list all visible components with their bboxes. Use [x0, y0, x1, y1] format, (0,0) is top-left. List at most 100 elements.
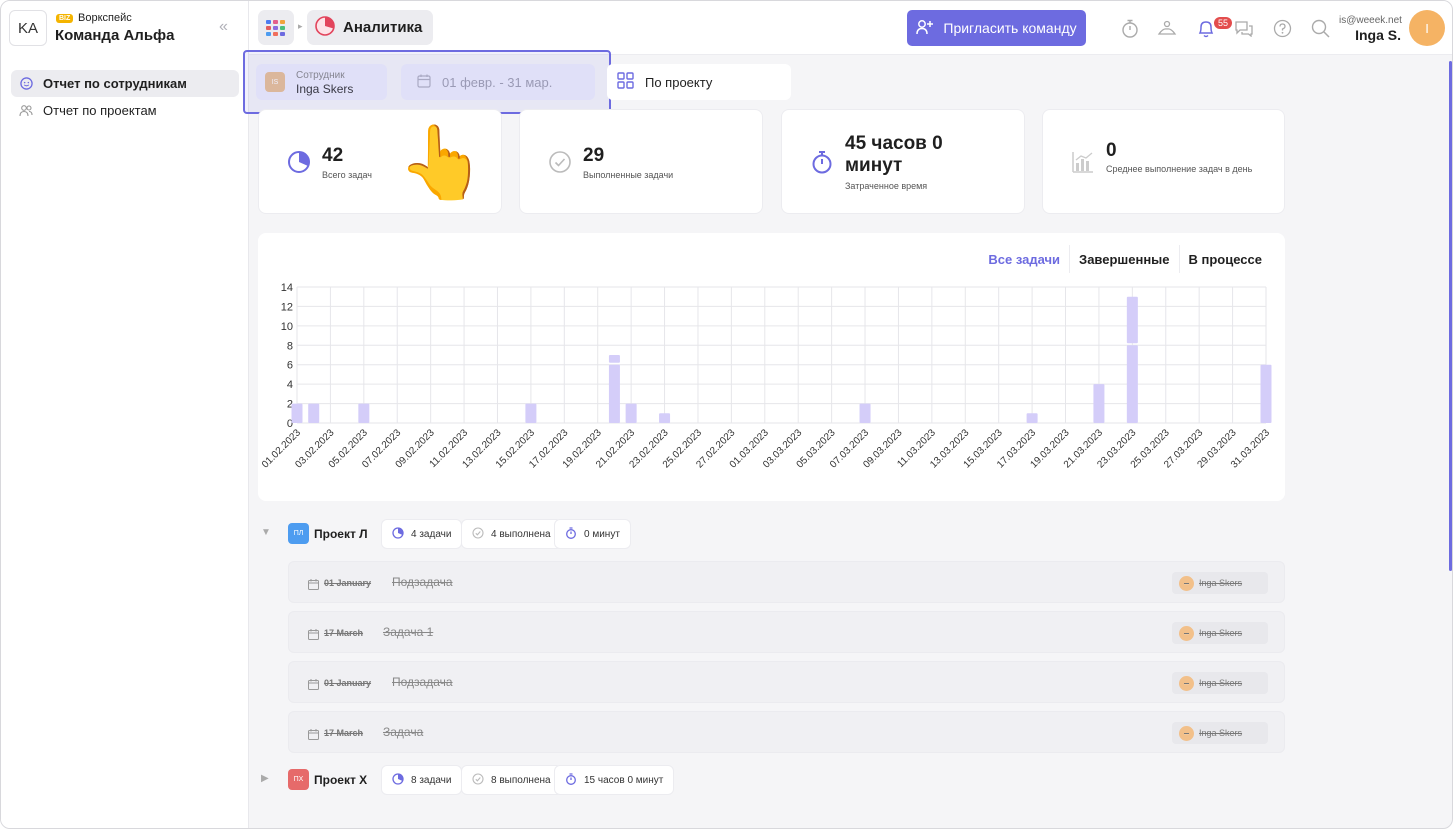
help-icon[interactable]	[1272, 18, 1292, 38]
project-name: Проект Х	[314, 773, 368, 787]
y-tick-label: 2	[287, 399, 293, 411]
project-done-count-label: 8 выполнена	[491, 774, 551, 786]
workspace-avatar: KA	[9, 10, 47, 46]
project-time-spent-label: 0 минут	[584, 528, 620, 540]
breadcrumb-analytics[interactable]: Аналитика	[307, 10, 434, 45]
employee-filter-label: Сотрудник	[296, 70, 345, 81]
sidebar-item-employee-report[interactable]: Отчет по сотрудникам	[11, 70, 239, 97]
search-icon[interactable]	[1310, 18, 1330, 38]
users-icon	[19, 104, 33, 118]
project-done-count: 8 выполнена	[461, 765, 562, 795]
chart-bar	[358, 403, 370, 423]
apps-grid-button[interactable]	[258, 10, 294, 45]
project-time-spent: 0 минут	[554, 519, 631, 549]
employee-filter-value: Inga Skers	[296, 82, 354, 96]
task-assignee[interactable]: – Inga Skers	[1172, 572, 1268, 594]
workspace-name: Команда Альфа	[55, 27, 175, 44]
stopwatch-icon	[810, 150, 834, 179]
calendar-icon	[308, 577, 319, 595]
meditation-icon[interactable]	[1157, 18, 1177, 38]
assignee-avatar-icon: –	[1179, 625, 1194, 641]
pointing-hand-icon: 👆	[397, 123, 487, 203]
task-title: Задача 1	[383, 625, 434, 639]
date-range-filter[interactable]: 01 февр. - 31 мар.	[401, 64, 595, 100]
calendar-icon	[308, 727, 319, 745]
calendar-icon	[308, 627, 319, 645]
stat-label: Всего задач	[322, 170, 372, 180]
task-due-date: 01 January	[324, 678, 372, 688]
y-tick-label: 14	[281, 282, 293, 294]
sidebar: KA BIZ Воркспейс Команда Альфа « Отчет п…	[1, 1, 249, 828]
chart-bar	[859, 403, 871, 423]
task-row[interactable]: 17 March Задача – Inga Skers	[288, 711, 1285, 753]
assignee-avatar-icon: –	[1179, 575, 1194, 591]
caret-down-icon[interactable]: ▼	[261, 527, 271, 538]
chart-bar	[1126, 296, 1138, 344]
task-row[interactable]: 17 March Задача 1 – Inga Skers	[288, 611, 1285, 653]
analytics-pie-icon	[315, 15, 335, 40]
notifications-count-badge: 55	[1214, 17, 1233, 29]
add-user-icon	[916, 19, 934, 38]
sidebar-item-label: Отчет по сотрудникам	[43, 76, 187, 91]
user-avatar[interactable]: I	[1409, 10, 1445, 46]
assignee-avatar-icon: –	[1179, 725, 1194, 741]
project-tasks-count-label: 4 задачи	[411, 528, 452, 540]
calendar-icon	[417, 74, 431, 91]
breadcrumb-separator-icon: ▸	[298, 21, 303, 31]
scrollbar[interactable]	[1449, 61, 1452, 571]
timer-icon[interactable]	[1120, 18, 1140, 38]
task-title: Подзадача	[392, 575, 453, 589]
user-name: Inga S.	[1355, 27, 1401, 43]
invite-team-button[interactable]: Пригласить команду	[907, 10, 1086, 46]
stat-value: 29	[583, 145, 605, 166]
workspace-type: Воркспейс	[78, 12, 132, 24]
group-by-project-toggle[interactable]: По проекту	[607, 64, 791, 100]
stat-card-time-spent: 45 часов 0 минут Затраченное время	[781, 109, 1025, 214]
stat-label: Среднее выполнение задач в день	[1106, 164, 1253, 174]
bell-icon[interactable]	[1196, 18, 1216, 38]
tab-all-tasks[interactable]: Все задачи	[988, 251, 1061, 267]
chart-bar	[625, 403, 637, 423]
project-done-count: 4 выполнена	[461, 519, 562, 549]
collapse-sidebar-icon[interactable]: «	[219, 18, 228, 35]
employee-filter[interactable]: IS Сотрудник Inga Skers	[256, 64, 387, 100]
assignee-name: Inga Skers	[1199, 728, 1243, 738]
page-title: Аналитика	[343, 19, 423, 36]
user-email: is@weeek.net	[1339, 15, 1402, 26]
project-header[interactable]: ▶ ПХ Проект Х 8 задачи 8 выполнена 15 часов 0…	[261, 765, 761, 795]
project-time-spent: 15 часов 0 минут	[554, 765, 675, 795]
pie-icon	[287, 150, 311, 179]
top-bar: ▸ Аналитика Пригласить команду 55	[249, 1, 1452, 55]
chart-bar	[608, 364, 620, 423]
workspace-plan-badge: BIZ	[56, 14, 74, 23]
y-tick-label: 4	[287, 379, 293, 391]
project-avatar: ПЛ	[288, 523, 309, 544]
project-header[interactable]: ▼ ПЛ Проект Л 4 задачи 4 выполнена 0 минут	[261, 519, 761, 549]
check-circle-icon	[472, 526, 484, 542]
filter-highlight	[243, 50, 611, 114]
project-tasks-count: 8 задачи	[381, 765, 463, 795]
tab-in-progress[interactable]: В процессе	[1178, 245, 1271, 273]
task-assignee[interactable]: – Inga Skers	[1172, 622, 1268, 644]
project-avatar: ПХ	[288, 769, 309, 790]
sidebar-item-label: Отчет по проектам	[43, 103, 157, 118]
caret-right-icon[interactable]: ▶	[261, 773, 269, 784]
stat-value: 42	[322, 145, 344, 166]
task-row[interactable]: 01 January Подзадача – Inga Skers	[288, 561, 1285, 603]
invite-team-label: Пригласить команду	[943, 20, 1077, 36]
task-assignee[interactable]: – Inga Skers	[1172, 722, 1268, 744]
task-due-date: 17 March	[324, 728, 364, 738]
task-assignee[interactable]: – Inga Skers	[1172, 672, 1268, 694]
workspace-header[interactable]: KA BIZ Воркспейс Команда Альфа «	[9, 10, 239, 48]
tab-completed[interactable]: Завершенные	[1069, 245, 1178, 273]
task-row[interactable]: 01 January Подзадача – Inga Skers	[288, 661, 1285, 703]
assignee-name: Inga Skers	[1199, 628, 1243, 638]
stat-card-total-tasks: 42 Всего задач	[258, 109, 502, 214]
project-tasks-count-label: 8 задачи	[411, 774, 452, 786]
date-range-value: 01 февр. - 31 мар.	[442, 74, 553, 90]
smile-icon	[19, 77, 33, 91]
chat-icon[interactable]	[1234, 18, 1254, 38]
y-tick-label: 6	[287, 360, 293, 372]
sidebar-item-project-report[interactable]: Отчет по проектам	[11, 97, 239, 124]
calendar-icon	[308, 677, 319, 695]
